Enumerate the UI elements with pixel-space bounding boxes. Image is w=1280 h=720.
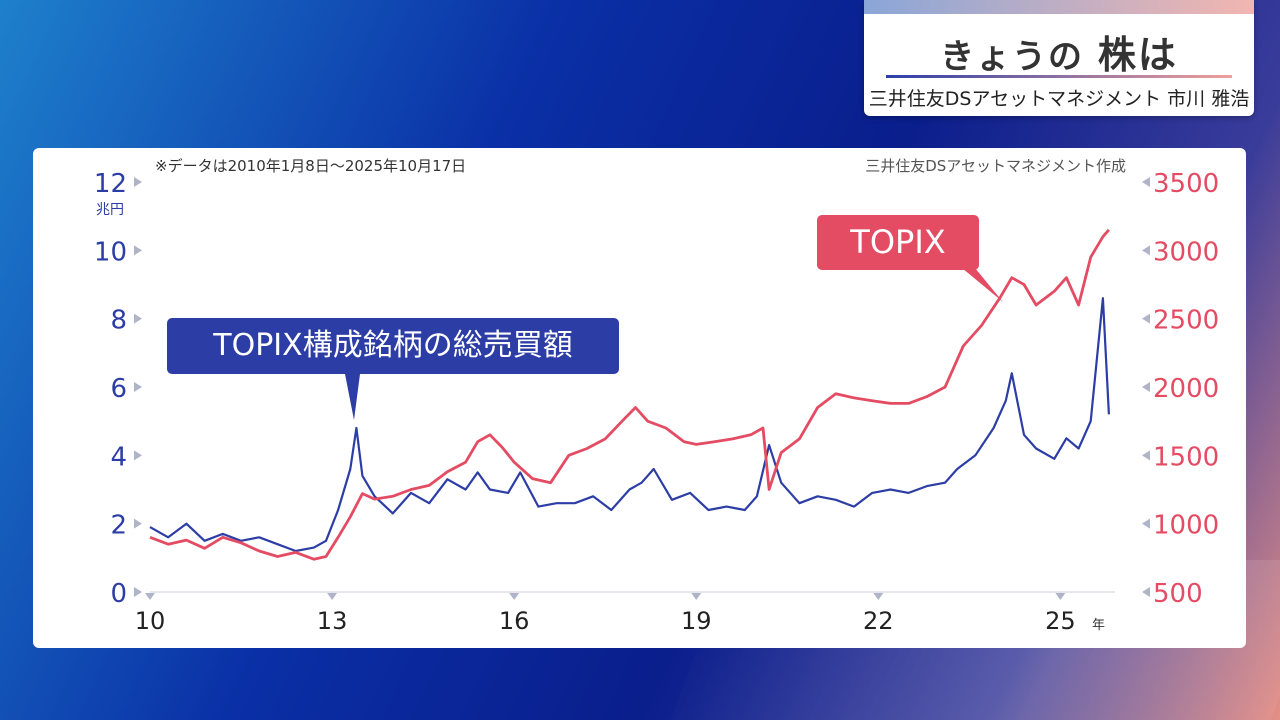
x-tick-label: 16 (499, 607, 530, 635)
source-note: 三井住友DSアセットマネジメント作成 (865, 157, 1126, 175)
presenter-subtitle: 三井住友DSアセットマネジメント 市川 雅浩 (868, 88, 1250, 110)
left-tick-label: 6 (110, 374, 127, 404)
page-title: きょうの 株は (864, 24, 1254, 79)
x-tick-marker (327, 593, 338, 600)
topix-callout: TOPIX (817, 215, 979, 270)
right-tick-label: 1000 (1153, 511, 1219, 541)
right-tick-marker (1142, 518, 1150, 529)
right-tick-label: 3000 (1153, 237, 1219, 267)
x-axis: 10 13 16 19 22 25 年 (135, 591, 1115, 635)
x-tick-label: 10 (135, 607, 166, 635)
topix-callout-pointer (962, 268, 1003, 302)
right-tick-label: 1500 (1153, 442, 1219, 472)
left-tick-marker (134, 177, 142, 187)
right-tick-label: 500 (1153, 579, 1203, 609)
left-tick-marker (134, 518, 142, 529)
x-tick-label: 25 (1045, 607, 1076, 635)
x-tick-marker (145, 593, 155, 600)
left-tick-marker (134, 587, 142, 597)
x-tick-marker (509, 593, 520, 600)
title-rule (886, 75, 1232, 78)
title-card: きょうの 株は 三井住友DSアセットマネジメント 市川 雅浩 (864, 0, 1254, 116)
right-tick-marker (1142, 382, 1150, 392)
left-tick-label: 2 (110, 511, 127, 541)
series-layer (149, 228, 1110, 561)
x-tick-marker (873, 593, 884, 600)
left-tick-marker (134, 245, 142, 256)
x-tick-marker (1055, 593, 1066, 600)
title-prefix: きょうの (940, 37, 1085, 77)
right-tick-marker (1142, 587, 1150, 597)
right-tick-label: 3500 (1153, 169, 1219, 199)
volume-series-line (149, 297, 1110, 553)
left-tick-label: 12 (94, 169, 127, 199)
left-tick-label: 4 (110, 442, 127, 472)
right-axis: 500 1000 1500 2000 2500 3000 3500 (1142, 169, 1219, 609)
x-axis-unit: 年 (1092, 618, 1105, 633)
title-accent-bar (864, 0, 1254, 14)
period-note: ※データは2010年1月8日～2025年10月17日 (155, 157, 467, 175)
right-tick-marker (1142, 450, 1150, 461)
volume-callout: TOPIX構成銘柄の総売買額 (167, 318, 619, 374)
x-tick-label: 22 (863, 607, 894, 635)
left-tick-label: 10 (94, 237, 127, 267)
right-tick-label: 2000 (1153, 374, 1219, 404)
right-tick-label: 2500 (1153, 306, 1219, 336)
left-tick-marker (134, 450, 142, 461)
left-tick-marker (134, 382, 142, 392)
x-tick-marker (691, 593, 702, 600)
left-tick-marker (134, 313, 142, 324)
x-tick-label: 13 (317, 607, 348, 635)
right-tick-marker (1142, 177, 1150, 187)
volume-callout-pointer (345, 374, 360, 420)
topix-series-line (149, 228, 1110, 561)
left-axis: 0 2 4 6 8 10 12 兆円 (94, 169, 142, 609)
right-tick-marker (1142, 313, 1150, 324)
title-main-text: 株は (1097, 33, 1178, 77)
left-tick-label: 8 (110, 306, 127, 336)
left-axis-unit: 兆円 (96, 202, 124, 218)
chart-panel (33, 148, 1246, 648)
left-tick-label: 0 (110, 579, 127, 609)
callout-pointers (345, 268, 1003, 420)
right-tick-marker (1142, 245, 1150, 256)
x-tick-label: 19 (681, 607, 712, 635)
